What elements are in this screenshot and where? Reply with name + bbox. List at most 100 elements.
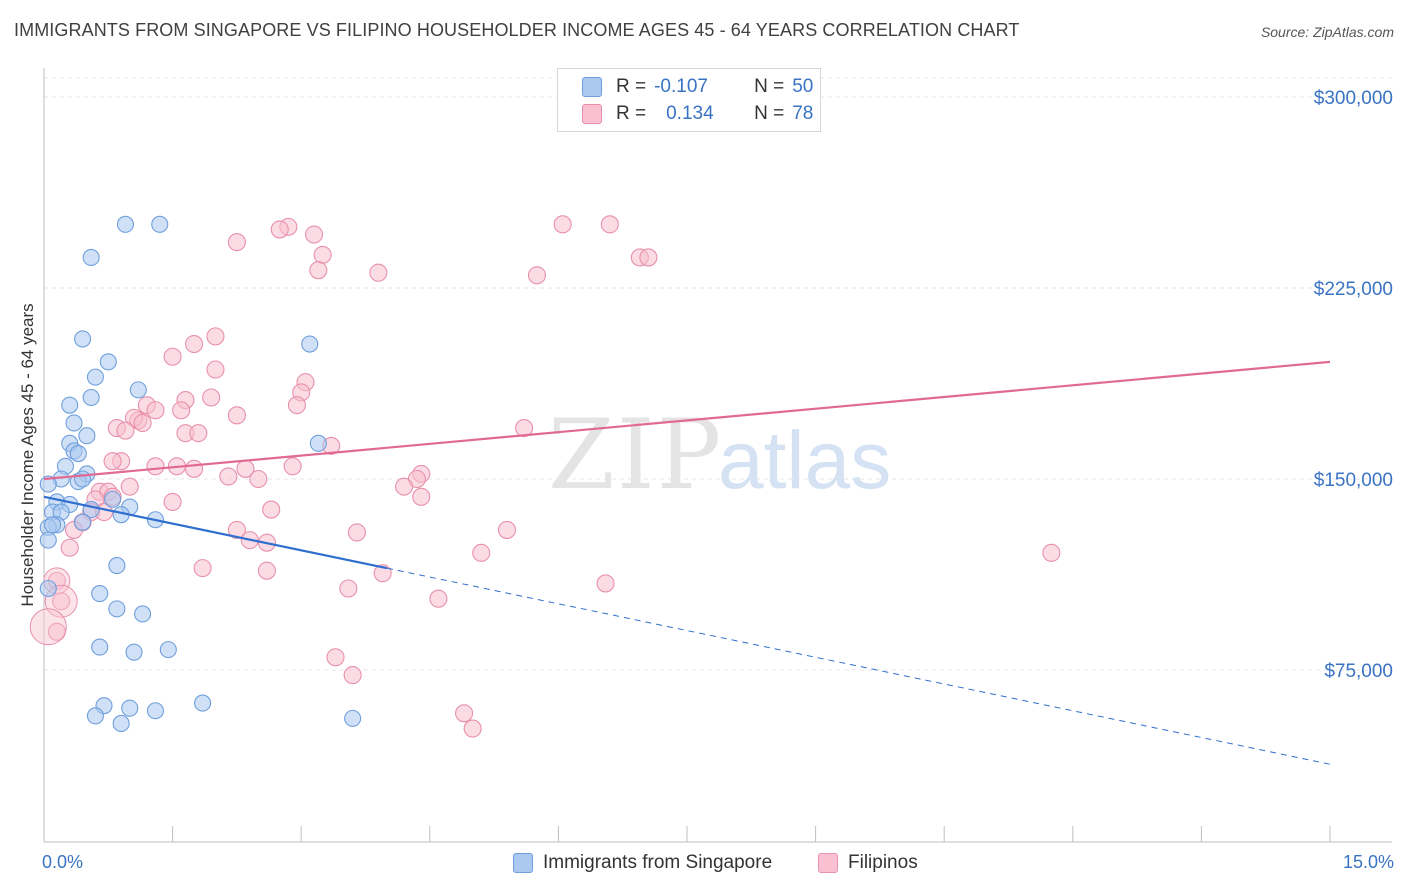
data-point bbox=[86, 707, 104, 725]
data-point bbox=[65, 414, 83, 432]
data-point bbox=[99, 353, 117, 371]
legend-row-singapore: R = -0.107 N = 50 bbox=[582, 75, 813, 99]
data-point bbox=[91, 585, 109, 603]
data-point bbox=[193, 559, 212, 578]
legend-r-label: R = bbox=[616, 76, 647, 97]
data-point bbox=[202, 388, 221, 407]
data-point bbox=[86, 368, 104, 386]
data-point bbox=[151, 215, 169, 233]
data-point bbox=[305, 225, 324, 244]
data-point bbox=[116, 215, 134, 233]
data-point bbox=[283, 457, 302, 476]
data-point bbox=[74, 330, 92, 348]
data-point bbox=[159, 641, 177, 659]
legend-r-label: R = bbox=[616, 103, 647, 124]
correlation-legend: R = -0.107 N = 50 R = 0.134 N = 78 bbox=[557, 68, 821, 132]
y-tick-label: $300,000 bbox=[1314, 88, 1393, 109]
data-point bbox=[206, 327, 225, 346]
data-point bbox=[184, 459, 204, 478]
data-point bbox=[309, 261, 328, 280]
trend-lines bbox=[43, 360, 1331, 765]
data-point bbox=[134, 605, 152, 623]
y-axis-label: Householder Income Ages 45 - 64 years bbox=[18, 303, 37, 607]
data-point bbox=[412, 487, 431, 506]
data-point bbox=[194, 694, 212, 712]
data-point bbox=[163, 347, 182, 366]
data-point bbox=[91, 638, 109, 656]
data-point bbox=[74, 470, 92, 488]
data-point bbox=[249, 469, 268, 489]
series-filipinos bbox=[29, 215, 1061, 738]
trend-line-filipinos bbox=[43, 360, 1331, 481]
watermark: ZIP atlas bbox=[548, 399, 891, 511]
data-point bbox=[257, 561, 276, 580]
data-point bbox=[82, 248, 100, 266]
data-point bbox=[463, 719, 482, 738]
data-point bbox=[347, 523, 366, 542]
y-tick-label: $75,000 bbox=[1324, 661, 1393, 682]
watermark-zip: ZIP bbox=[548, 399, 723, 511]
data-point bbox=[146, 702, 165, 720]
data-point bbox=[69, 444, 87, 463]
watermark-atlas: atlas bbox=[718, 415, 891, 506]
legend-swatch-singapore bbox=[513, 853, 533, 873]
data-point bbox=[103, 452, 122, 471]
data-point bbox=[163, 492, 182, 511]
legend-label: Filipinos bbox=[848, 852, 918, 873]
legend-r-value: 0.134 bbox=[666, 103, 714, 124]
data-point bbox=[227, 520, 246, 539]
data-point bbox=[227, 406, 246, 425]
series-legend: Immigrants from Singapore Filipinos bbox=[0, 852, 1406, 878]
data-point bbox=[472, 543, 491, 562]
legend-label: Immigrants from Singapore bbox=[543, 852, 773, 873]
data-point bbox=[108, 600, 126, 618]
x-tick-min: 0.0% bbox=[42, 852, 84, 872]
data-point-large bbox=[29, 608, 67, 646]
series-singapore bbox=[39, 215, 362, 733]
data-point bbox=[206, 360, 225, 379]
data-point bbox=[227, 233, 246, 252]
data-point bbox=[596, 574, 615, 593]
data-point bbox=[189, 424, 208, 443]
data-point bbox=[121, 699, 139, 717]
data-point bbox=[369, 263, 388, 282]
data-point bbox=[116, 421, 135, 440]
data-point bbox=[515, 419, 534, 438]
data-point bbox=[326, 648, 345, 667]
legend-swatch-filipinos bbox=[582, 104, 602, 124]
data-point bbox=[527, 266, 547, 285]
data-point bbox=[125, 643, 143, 661]
data-point bbox=[112, 714, 130, 733]
axes bbox=[43, 68, 1392, 843]
legend-item-singapore[interactable]: Immigrants from Singapore bbox=[513, 852, 772, 874]
legend-item-filipinos[interactable]: Filipinos bbox=[818, 852, 918, 874]
data-point bbox=[74, 513, 92, 531]
data-point bbox=[39, 531, 57, 549]
data-point bbox=[301, 335, 319, 353]
data-point bbox=[429, 589, 448, 608]
data-point bbox=[184, 334, 204, 354]
data-point bbox=[262, 500, 281, 519]
data-point bbox=[395, 477, 414, 496]
data-point bbox=[219, 467, 238, 486]
data-point bbox=[309, 434, 327, 452]
data-point bbox=[600, 215, 619, 234]
data-point bbox=[78, 427, 96, 445]
legend-n-label: N = bbox=[754, 76, 785, 97]
chart-source: Source: ZipAtlas.com bbox=[1260, 24, 1394, 40]
trend-line-singapore bbox=[43, 495, 388, 570]
data-point bbox=[373, 564, 392, 583]
data-point bbox=[1042, 543, 1061, 562]
data-point bbox=[104, 490, 122, 508]
data-point bbox=[313, 245, 332, 264]
data-point bbox=[287, 396, 306, 415]
data-point bbox=[146, 457, 165, 476]
data-point bbox=[39, 579, 57, 598]
data-point bbox=[82, 388, 100, 407]
legend-swatch-filipinos bbox=[818, 853, 838, 873]
y-tick-label: $225,000 bbox=[1314, 279, 1393, 300]
data-point bbox=[129, 381, 147, 399]
data-point bbox=[497, 520, 517, 539]
data-point bbox=[344, 709, 362, 727]
